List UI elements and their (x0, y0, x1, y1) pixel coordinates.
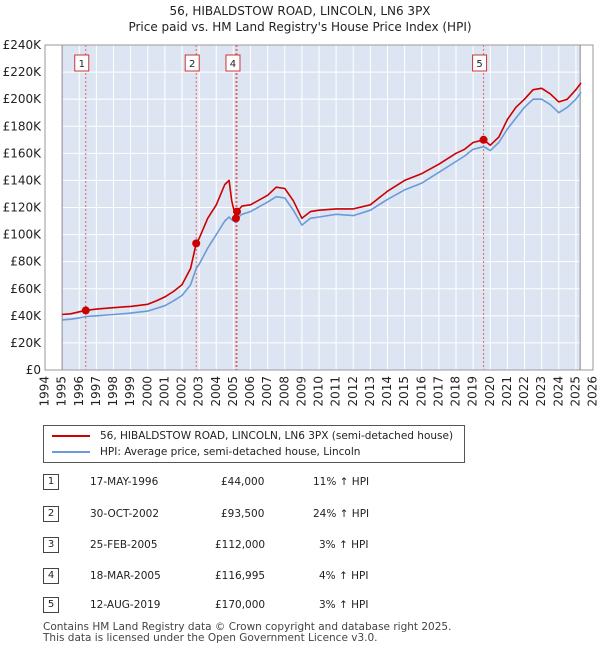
transaction-number: 2 (43, 506, 59, 522)
y-tick-label: £0 (26, 363, 41, 377)
x-tick-label: 1999 (123, 376, 137, 407)
transaction-marker-label: 1 (79, 59, 85, 70)
footer-attribution: Contains HM Land Registry data © Crown c… (43, 622, 451, 644)
x-tick-label: 2000 (140, 376, 154, 407)
footer-line-1: Contains HM Land Registry data © Crown c… (43, 621, 452, 633)
transaction-date: 30-OCT-2002 (90, 508, 159, 520)
y-tick-label: £120K (3, 201, 43, 215)
price-chart: £0 £20K £40K £60K £80K £100K £120K £140K £160K £1… (3, 38, 600, 407)
transaction-price: £93,500 (221, 508, 265, 520)
x-tick-label: 1998 (106, 376, 120, 407)
chart-subtitle: Price paid vs. HM Land Registry's House … (128, 20, 472, 34)
y-tick-label: £220K (3, 65, 43, 79)
transaction-marker-box (225, 54, 241, 72)
x-tick-label: 1994 (38, 376, 52, 407)
x-tick-label: 2012 (346, 376, 360, 407)
transaction-hpi: 11% ↑ HPI (313, 476, 370, 488)
transaction-marker-label: 5 (476, 59, 482, 70)
x-tick-label: 2013 (363, 376, 377, 407)
transaction-dot (479, 135, 488, 144)
y-tick-label: £40K (10, 309, 42, 323)
y-tick-label: £20K (10, 336, 42, 350)
x-tick-label: 2002 (175, 376, 189, 407)
transaction-hpi: 24% ↑ HPI (313, 508, 370, 520)
transaction-price: £170,000 (215, 599, 266, 611)
x-tick-label: 2023 (534, 376, 548, 407)
transaction-marker-box (184, 54, 200, 72)
transaction-dot (232, 207, 241, 216)
x-tick-label: 2006 (243, 376, 257, 407)
x-tick-label: 2019 (466, 376, 480, 407)
transaction-dot (192, 239, 201, 248)
y-tick-label: £200K (3, 92, 43, 106)
transaction-hpi: 4% ↑ HPI (319, 570, 369, 582)
x-tick-label: 2007 (260, 376, 274, 407)
transaction-marker-box (472, 54, 488, 72)
footer-line-2: This data is licensed under the Open Gov… (43, 632, 378, 644)
x-tick-label: 2026 (586, 376, 600, 407)
transaction-price: £44,000 (221, 476, 265, 488)
transaction-hpi: 3% ↑ HPI (319, 539, 369, 551)
transaction-marker-box (74, 54, 90, 72)
chart-title: 56, HIBALDSTOW ROAD, LINCOLN, LN6 3PX (169, 4, 431, 18)
x-tick-label: 2004 (209, 376, 223, 407)
x-tick-label: 2022 (517, 376, 531, 407)
x-tick-label: 2024 (551, 376, 565, 407)
x-tick-label: 2010 (312, 376, 326, 407)
x-tick-label: 2001 (157, 376, 171, 407)
transaction-date: 17-MAY-1996 (90, 476, 159, 488)
x-tick-label: 2009 (294, 376, 308, 407)
hpi-line-swatch (52, 451, 90, 453)
transaction-date: 18-MAR-2005 (90, 570, 161, 582)
y-tick-label: £60K (10, 282, 42, 296)
y-tick-label: £180K (3, 119, 43, 133)
x-tick-label: 2011 (329, 376, 343, 407)
x-tick-label: 2018 (449, 376, 463, 407)
y-tick-label: £80K (10, 255, 42, 269)
legend-item-hpi: HPI: Average price, semi-detached house,… (52, 445, 360, 459)
x-tick-label: 2017 (431, 376, 445, 407)
transaction-date: 12-AUG-2019 (90, 599, 161, 611)
transaction-number: 1 (43, 474, 59, 490)
property-line-swatch (52, 435, 90, 437)
x-tick-label: 2021 (500, 376, 514, 407)
x-tick-label: 2020 (483, 376, 497, 407)
legend-hpi-label: HPI: Average price, semi-detached house,… (100, 446, 361, 458)
plot-border (44, 44, 594, 371)
transaction-date: 25-FEB-2005 (90, 539, 158, 551)
x-tick-label: 2005 (226, 376, 240, 407)
transaction-hpi: 3% ↑ HPI (319, 599, 369, 611)
transaction-number: 4 (43, 568, 59, 584)
x-tick-label: 2003 (192, 376, 206, 407)
y-tick-label: £240K (3, 38, 43, 52)
transaction-dot (81, 306, 90, 315)
x-tick-label: 1995 (55, 376, 69, 407)
x-tick-label: 1997 (89, 376, 103, 407)
chart-legend: 56, HIBALDSTOW ROAD, LINCOLN, LN6 3PX (s… (43, 425, 465, 463)
transaction-marker-label: 4 (230, 59, 236, 70)
hpi-line (62, 91, 582, 321)
transaction-number: 3 (43, 537, 59, 553)
legend-item-property: 56, HIBALDSTOW ROAD, LINCOLN, LN6 3PX (s… (52, 429, 453, 443)
x-tick-label: 2014 (380, 376, 394, 407)
y-tick-label: £160K (3, 146, 43, 160)
y-tick-label: £100K (3, 228, 43, 242)
transaction-dot (231, 214, 240, 223)
y-tick-label: £140K (3, 173, 43, 187)
transaction-marker-label: 2 (189, 59, 195, 70)
x-tick-label: 2015 (397, 376, 411, 407)
legend-property-label: 56, HIBALDSTOW ROAD, LINCOLN, LN6 3PX (s… (100, 430, 454, 442)
transaction-number: 5 (43, 597, 59, 613)
x-tick-label: 2008 (277, 376, 291, 407)
property-price-line (62, 82, 582, 316)
transaction-price: £116,995 (215, 570, 266, 582)
transaction-price: £112,000 (215, 539, 266, 551)
x-tick-label: 2025 (568, 376, 582, 407)
x-tick-label: 2016 (414, 376, 428, 407)
x-tick-label: 1996 (72, 376, 86, 407)
